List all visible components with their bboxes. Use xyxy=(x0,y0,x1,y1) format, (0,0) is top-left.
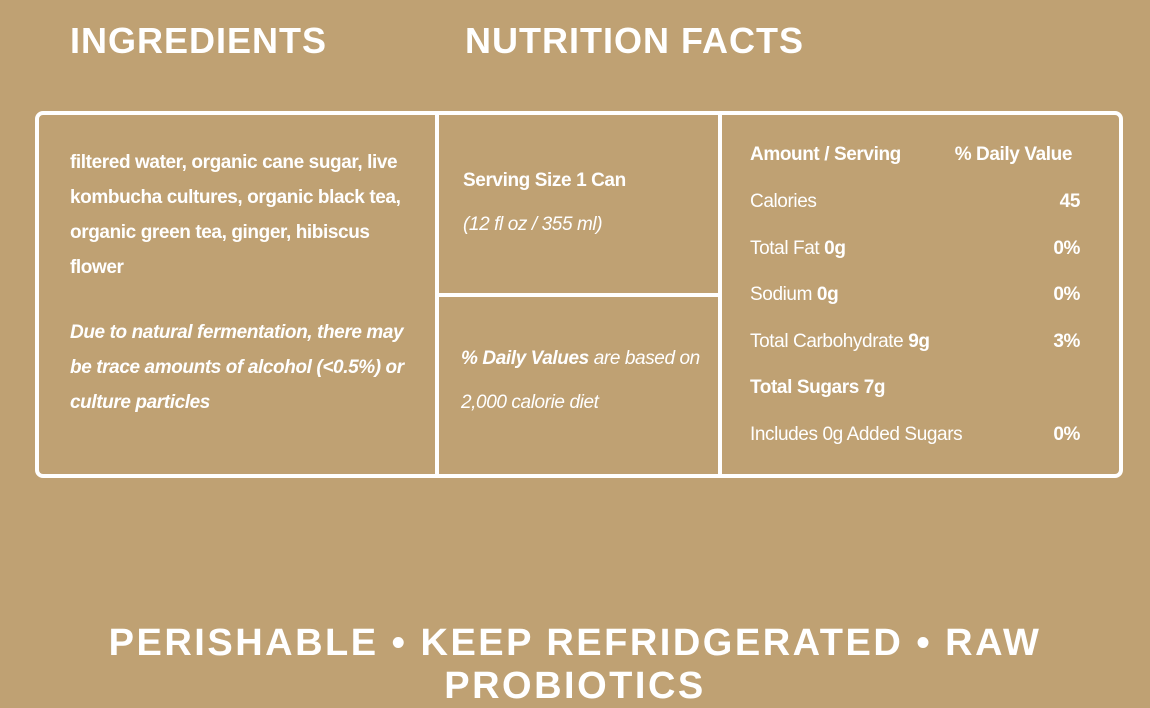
serving-size: Serving Size 1 Can xyxy=(463,170,626,191)
nutrient-value: 0% xyxy=(1053,284,1080,305)
nutrition-heading: NUTRITION FACTS xyxy=(465,20,804,61)
divider xyxy=(718,115,722,474)
nutrient-value: 0% xyxy=(1053,237,1080,259)
ingredients-heading: INGREDIENTS xyxy=(70,20,328,61)
nutrient-label: Total Carbohydrate xyxy=(750,330,904,352)
nutrition-row: Total Sugars 7g xyxy=(750,377,1080,407)
nutrition-row: Includes 0g Added Sugars 0% xyxy=(750,424,1080,454)
nutrient-amount: 0g xyxy=(824,237,846,259)
nutrition-row: Total Carbohydrate 9g 3% xyxy=(750,331,1080,361)
serving-volume: (12 fl oz / 355 ml) xyxy=(463,214,603,235)
nutrient-amount: 9g xyxy=(908,330,930,352)
nutrient-label: Total Fat xyxy=(750,237,820,259)
daily-header: % Daily Value xyxy=(954,144,1073,165)
nutrient-label: Calories xyxy=(750,191,817,212)
nutrient-label: Includes 0g Added Sugars xyxy=(750,423,963,445)
footer: PERISHABLE • KEEP REFRIDGERATED • RAW PR… xyxy=(108,622,1042,707)
nutrition-row: Calories 45 xyxy=(750,191,1080,221)
nutrient-label: Total Sugars xyxy=(750,377,859,398)
nutrient-value: 3% xyxy=(1053,330,1080,352)
nutrition-row: Total Fat 0g 0% xyxy=(750,238,1080,268)
nutrient-label: Sodium xyxy=(750,284,813,305)
daily-values-note: % Daily Values are based on 2,000 calori… xyxy=(461,337,706,425)
fermentation-note: Due to natural fermentation, there may b… xyxy=(70,322,404,413)
daily-values-emphasis: % Daily Values xyxy=(461,348,589,369)
ingredients-list: filtered water, organic cane sugar, live… xyxy=(70,152,401,278)
amount-header: Amount / Serving xyxy=(750,144,901,165)
nutrient-amount: 0g xyxy=(816,284,839,305)
nutrient-value: 45 xyxy=(1059,191,1081,212)
label-box: filtered water, organic cane sugar, live… xyxy=(35,111,1123,478)
nutrition-row: Sodium 0g 0% xyxy=(750,284,1080,314)
divider xyxy=(437,293,720,297)
nutrient-amount: 7g xyxy=(863,377,886,398)
nutrient-value: 0% xyxy=(1053,423,1080,445)
daily-values-text: are based on 2,000 calorie diet xyxy=(461,348,700,413)
nutrition-header: Amount / Serving % Daily Value xyxy=(750,144,1080,174)
